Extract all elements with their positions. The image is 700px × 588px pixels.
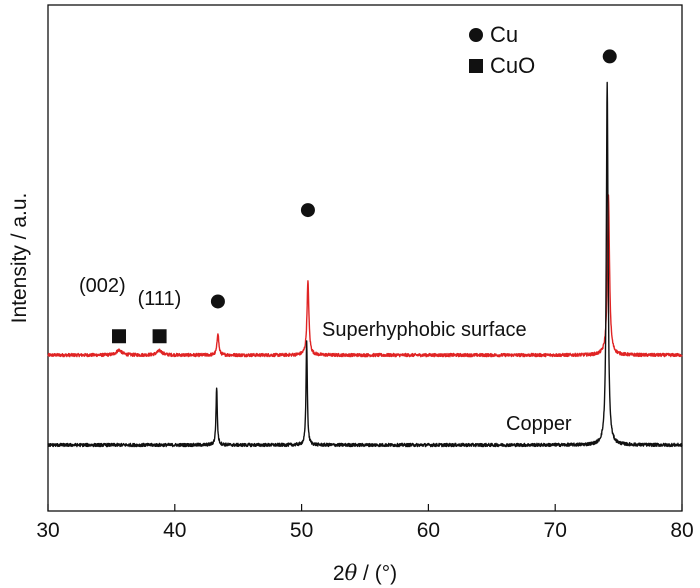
peak-marker-circle xyxy=(300,203,315,218)
legend: Cu CuO xyxy=(469,22,535,78)
peak-marker-square xyxy=(112,329,127,344)
peak-marker-layer xyxy=(112,49,617,344)
x-tick-label: 50 xyxy=(290,519,313,542)
legend-cu-marker xyxy=(469,28,483,42)
annotation-layer: (002) (111) xyxy=(79,275,181,310)
peak-marker-circle xyxy=(602,49,617,64)
y-axis-title: Intensity / a.u. xyxy=(8,193,31,324)
series-label-0: Superhyphobic surface xyxy=(322,319,527,341)
x-tick-label: 80 xyxy=(670,519,693,542)
x-tick-label: 60 xyxy=(417,519,440,542)
series-line-1 xyxy=(47,81,683,448)
x-axis-title: 2θ / (°) xyxy=(333,561,397,585)
plot-frame xyxy=(47,4,683,512)
legend-cuo-label: CuO xyxy=(490,53,535,78)
series-layer xyxy=(47,81,683,448)
legend-cu-label: Cu xyxy=(490,22,518,47)
miller-index-label: (111) xyxy=(138,288,182,310)
series-label-1: Copper xyxy=(506,413,572,435)
x-tick-label: 40 xyxy=(163,519,186,542)
series-line-0 xyxy=(47,194,683,358)
x-tick-label: 30 xyxy=(36,519,59,542)
x-tick-label: 70 xyxy=(544,519,567,542)
legend-cuo-marker xyxy=(469,59,483,73)
peak-marker-circle xyxy=(210,294,225,309)
miller-index-label: (002) xyxy=(79,275,126,297)
peak-marker-square xyxy=(152,329,167,344)
series-label-layer: Superhyphobic surface Copper xyxy=(322,319,572,435)
x-axis-ticks: 30 40 50 60 70 80 xyxy=(36,504,694,542)
